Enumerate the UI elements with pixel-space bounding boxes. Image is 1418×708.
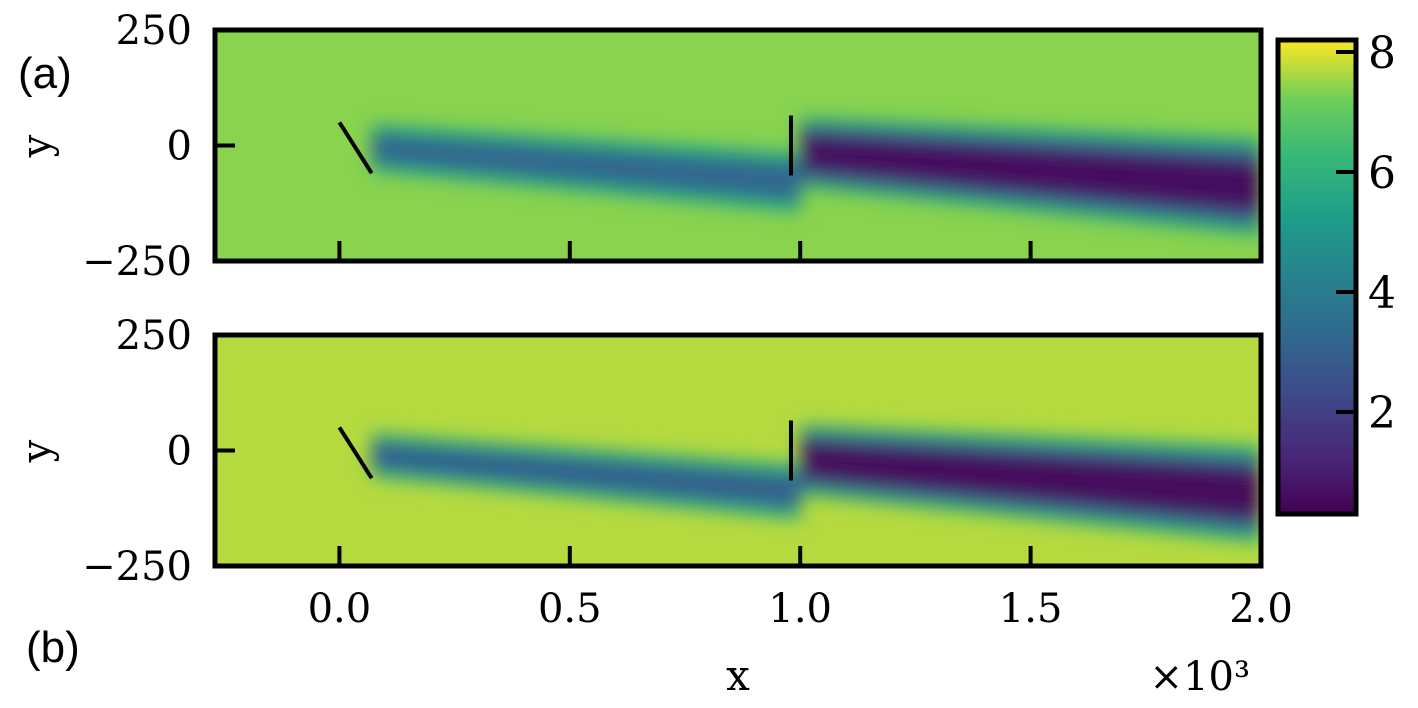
panel-b-turbine-1 bbox=[337, 426, 374, 480]
panel-a-ylabel: y bbox=[14, 134, 60, 158]
x-tick-label-4: 2.0 bbox=[1229, 586, 1293, 632]
panel-a: 250 0 −250 (a) y bbox=[14, 8, 1264, 285]
x-tick-label-2: 1.0 bbox=[768, 586, 832, 632]
x-axis-label: x bbox=[726, 651, 750, 700]
panel-a-wake-1-band bbox=[371, 135, 801, 198]
x-tick-label-1: 0.5 bbox=[538, 586, 602, 632]
x-tick-label-0: 0.0 bbox=[308, 586, 372, 632]
panel-b-wake-1-band bbox=[371, 444, 801, 507]
panel-a-label: (a) bbox=[18, 49, 72, 98]
panel-b-ytick-label-1: 0 bbox=[167, 429, 192, 475]
panel-b-ylabel: y bbox=[14, 439, 60, 463]
panel-b: 250 0 −250 (b) y bbox=[14, 313, 1264, 672]
colorbar-tick-label-0: 2 bbox=[1368, 388, 1396, 439]
panel-a-ytick-label-2: −250 bbox=[82, 239, 192, 285]
panel-b-wake-2-band bbox=[800, 442, 1261, 518]
panel-b-ytick-label-2: −250 bbox=[82, 544, 192, 590]
colorbar-tick-label-2: 6 bbox=[1368, 148, 1396, 199]
panel-b-label: (b) bbox=[26, 623, 80, 672]
x-tick-label-3: 1.5 bbox=[999, 586, 1063, 632]
colorbar-tick-label-3: 8 bbox=[1368, 28, 1396, 79]
x-tick-labels: 0.0 0.5 1.0 1.5 2.0 bbox=[308, 586, 1293, 632]
colorbar-frame bbox=[1275, 37, 1359, 517]
panel-a-heatmap bbox=[215, 30, 1261, 261]
colorbar-tick-label-1: 4 bbox=[1368, 268, 1396, 319]
panel-a-wake-2-band bbox=[800, 135, 1261, 211]
panel-a-ytick-label-1: 0 bbox=[167, 124, 192, 170]
panel-a-turbine-1 bbox=[337, 121, 374, 175]
colorbar-gradient bbox=[1278, 40, 1356, 514]
x-scale-note: ×10³ bbox=[1150, 654, 1250, 700]
colorbar: 2 4 6 8 bbox=[1275, 28, 1396, 517]
panel-b-heatmap bbox=[215, 335, 1261, 566]
panel-b-ytick-label-0: 250 bbox=[116, 313, 192, 359]
panel-a-ytick-label-0: 250 bbox=[116, 8, 192, 54]
